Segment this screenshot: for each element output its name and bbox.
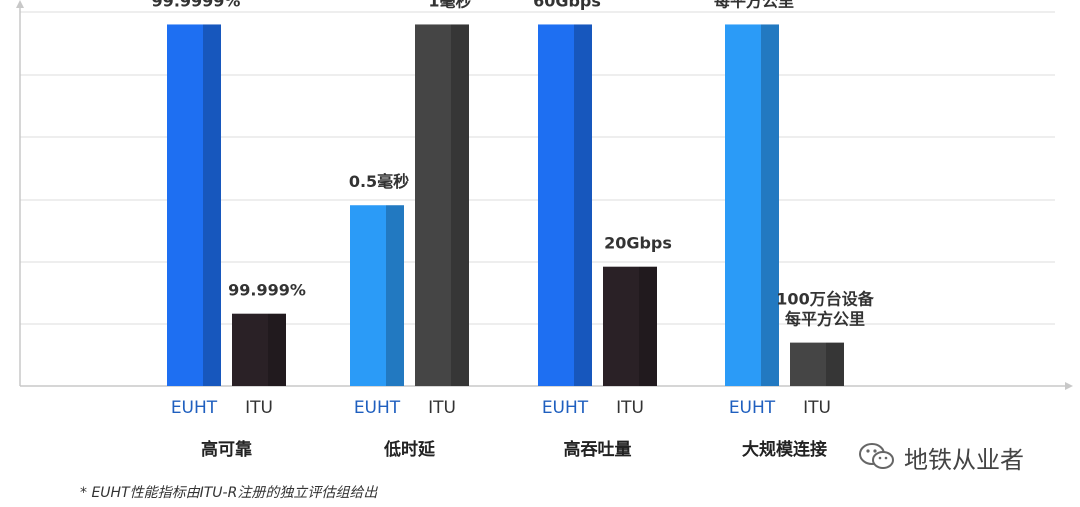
watermark-text: 地铁从业者 [904, 445, 1024, 474]
wechat-icon [859, 443, 894, 469]
data-label: 每平方公里 [714, 0, 794, 10]
bar-euht-3 [725, 24, 779, 386]
bar-itu-3 [790, 342, 844, 386]
bar-face [790, 342, 826, 386]
bar-face [538, 24, 574, 386]
bars [167, 24, 844, 386]
bar-face [232, 313, 268, 386]
data-labels: 99.9999%0.5毫秒60Gbps1.5亿台设备每平方公里99.999%1毫… [152, 0, 875, 329]
footnote: * EUHT性能指标由ITU-R注册的独立评估组给出 [80, 485, 378, 501]
bar-side [451, 24, 469, 386]
data-label: 1毫秒 [428, 0, 471, 10]
bar-side [203, 24, 221, 386]
data-label: 20Gbps [604, 234, 672, 253]
bar-side [761, 24, 779, 386]
bar-face [350, 205, 386, 386]
bar-face [167, 24, 203, 386]
bar-side [639, 266, 657, 386]
data-label: 100万台设备 [776, 290, 874, 309]
bar-side [268, 313, 286, 386]
bar-euht-2 [538, 24, 592, 386]
series-tick-label: EUHT [171, 398, 218, 418]
bar-face [725, 24, 761, 386]
category-label: 大规模连接 [742, 439, 827, 460]
watermark: 地铁从业者 [858, 440, 1024, 474]
category-label: 高可靠 [201, 439, 252, 460]
series-tick-label: ITU [616, 398, 644, 418]
comparison-bar-chart: 99.9999%0.5毫秒60Gbps1.5亿台设备每平方公里99.999%1毫… [16, 0, 1073, 460]
data-label: 60Gbps [533, 0, 601, 10]
bar-euht-0 [167, 24, 221, 386]
series-tick-label: ITU [803, 398, 831, 418]
data-label: 99.999% [228, 281, 306, 300]
series-tick-label: ITU [428, 398, 456, 418]
data-label: 0.5毫秒 [349, 172, 409, 191]
bar-itu-0 [232, 313, 286, 386]
category-label: 高吞吐量 [564, 439, 632, 460]
data-label: 99.9999% [152, 0, 241, 10]
series-tick-label: EUHT [354, 398, 401, 418]
series-tick-label: EUHT [729, 398, 776, 418]
bar-itu-1 [415, 24, 469, 386]
bar-side [386, 205, 404, 386]
bar-side [574, 24, 592, 386]
bar-euht-1 [350, 205, 404, 386]
category-label: 低时延 [383, 439, 436, 460]
data-label: 每平方公里 [785, 310, 865, 329]
y-axis-arrow [16, 0, 24, 8]
series-tick-label: EUHT [542, 398, 589, 418]
bar-face [415, 24, 451, 386]
tick-labels: EUHT EUHT EUHT EUHT ITU ITU ITU ITU 高可靠 低时延 高吞吐量 大规… [171, 398, 831, 460]
x-axis-arrow [1065, 382, 1073, 390]
series-tick-label: ITU [245, 398, 273, 418]
bar-face [603, 266, 639, 386]
bar-side [826, 342, 844, 386]
bar-itu-2 [603, 266, 657, 386]
